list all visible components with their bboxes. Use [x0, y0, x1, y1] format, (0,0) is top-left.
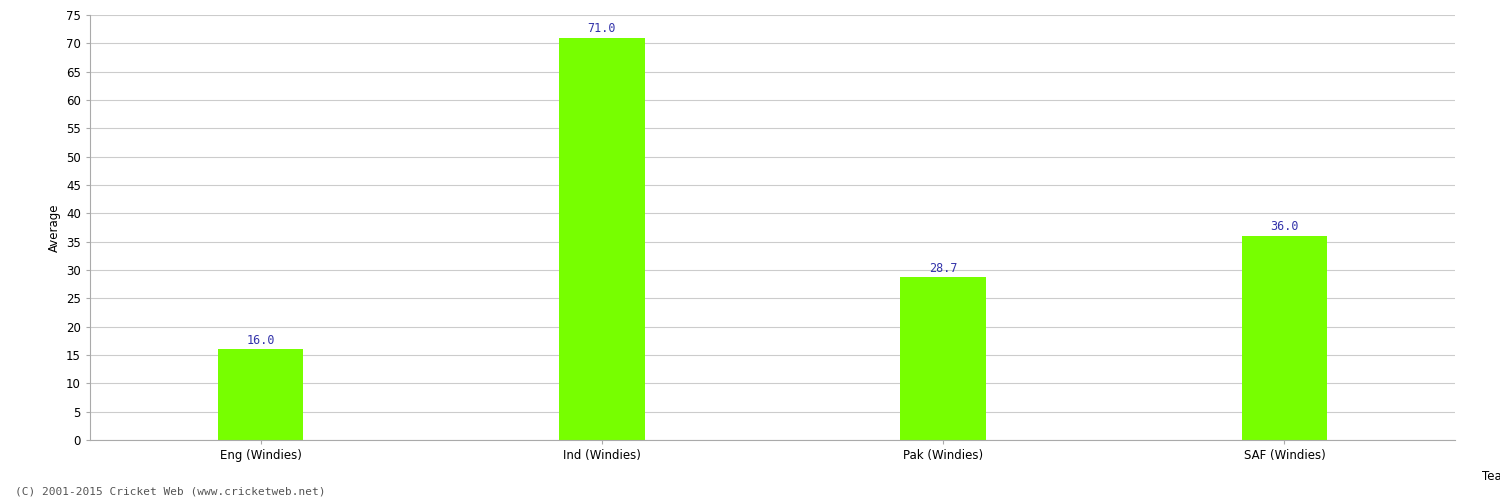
- Y-axis label: Average: Average: [48, 203, 60, 252]
- Bar: [900, 278, 986, 440]
- Bar: [1242, 236, 1328, 440]
- Text: 36.0: 36.0: [1270, 220, 1299, 233]
- Bar: [560, 38, 645, 440]
- Text: 71.0: 71.0: [588, 22, 616, 35]
- Text: 28.7: 28.7: [928, 262, 957, 274]
- Text: (C) 2001-2015 Cricket Web (www.cricketweb.net): (C) 2001-2015 Cricket Web (www.cricketwe…: [15, 487, 326, 497]
- X-axis label: Team: Team: [1482, 470, 1500, 483]
- Bar: [217, 350, 303, 440]
- Text: 16.0: 16.0: [246, 334, 274, 346]
